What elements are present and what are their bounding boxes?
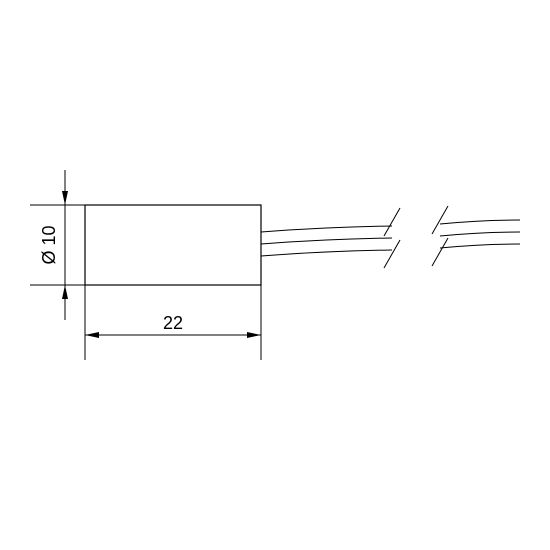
break-tick-icon (384, 240, 400, 268)
wire-left-wire-2 (261, 250, 392, 256)
break-tick-icon (384, 208, 400, 236)
break-tick-icon (432, 206, 448, 234)
wire-right-wire-1 (440, 232, 520, 236)
wire-right-wire-2 (440, 244, 520, 248)
arrowhead-icon (85, 332, 99, 338)
arrowhead-icon (62, 191, 68, 205)
dim-height-label: Ø 10 (39, 225, 59, 264)
wire-left-wire-0 (261, 226, 392, 232)
break-tick-icon (432, 238, 448, 266)
wire-right-wire-0 (440, 220, 520, 224)
dim-width-label: 22 (163, 313, 183, 333)
component-body (85, 205, 261, 285)
arrowhead-icon (247, 332, 261, 338)
wire-left-wire-1 (261, 238, 392, 244)
arrowhead-icon (62, 285, 68, 299)
